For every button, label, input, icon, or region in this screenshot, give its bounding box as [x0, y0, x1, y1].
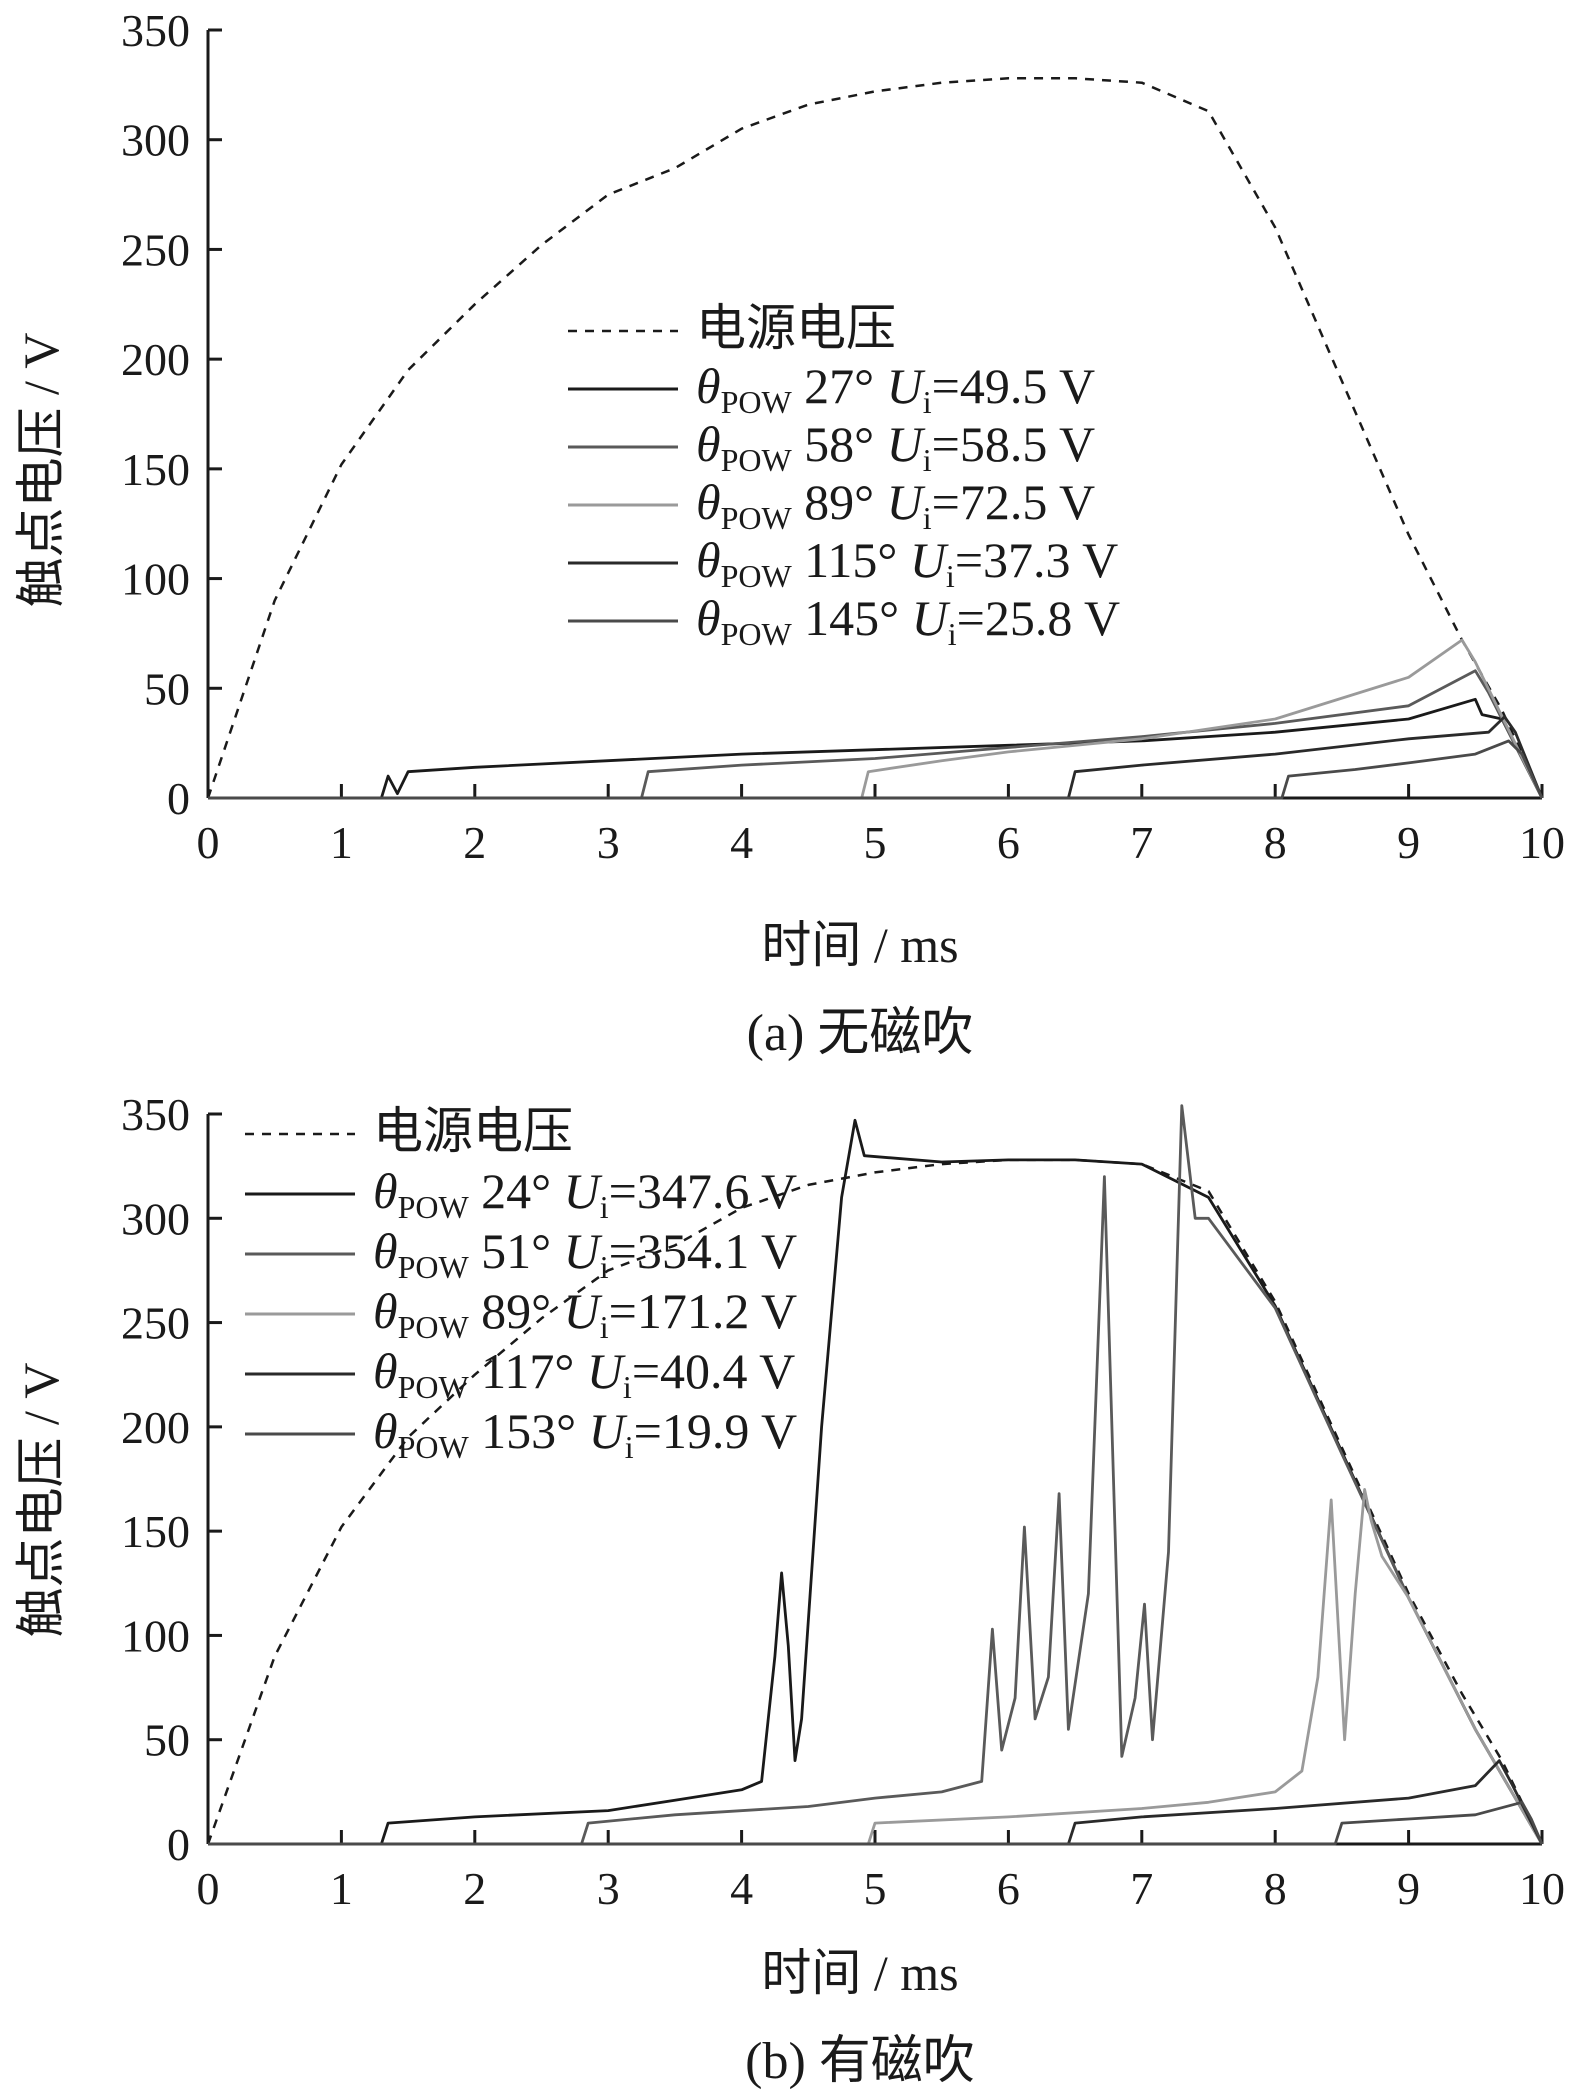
x-tick-label: 6 [997, 817, 1020, 868]
series-line-1 [208, 1118, 1544, 1846]
legend-entry: 电源电压 [373, 1103, 573, 1159]
x-tick-label: 4 [730, 817, 753, 868]
series-line-1 [208, 697, 1544, 800]
legend-entry: θPOW 24° Ui=347.6 V [373, 1163, 797, 1225]
series-line-2 [208, 669, 1544, 800]
y-tick-label: 350 [121, 5, 190, 56]
x-tick-label: 2 [463, 1863, 486, 1914]
x-axis-label-a: 时间 / ms [761, 917, 958, 973]
legend-entry: θPOW 117° Ui=40.4 V [373, 1343, 795, 1405]
y-tick-label: 150 [121, 444, 190, 495]
x-axis-label-b: 时间 / ms [761, 1945, 958, 2001]
legend-entry: θPOW 153° Ui=19.9 V [373, 1403, 797, 1465]
y-tick-label: 0 [167, 773, 190, 824]
series-line-3 [208, 638, 1544, 800]
legend-entry: θPOW 27° Ui=49.5 V [696, 358, 1095, 420]
y-tick-label: 250 [121, 224, 190, 275]
x-tick-label: 8 [1264, 1863, 1287, 1914]
x-tick-label: 0 [197, 817, 220, 868]
x-tick-label: 8 [1264, 817, 1287, 868]
y-tick-label: 300 [121, 1193, 190, 1244]
y-tick-label: 250 [121, 1298, 190, 1349]
series-line-0 [206, 77, 1544, 799]
y-tick-label: 50 [144, 663, 190, 714]
x-tick-label: 9 [1397, 1863, 1420, 1914]
legend-entry: θPOW 115° Ui=37.3 V [696, 532, 1118, 594]
x-tick-label: 9 [1397, 817, 1420, 868]
y-tick-label: 200 [121, 1402, 190, 1453]
x-tick-label: 0 [197, 1863, 220, 1914]
y-tick-label: 100 [121, 554, 190, 605]
y-tick-label: 100 [121, 1610, 190, 1661]
legend-entry: θPOW 58° Ui=58.5 V [696, 416, 1095, 478]
series-line-5 [208, 739, 1544, 800]
series-line-5 [208, 1800, 1544, 1846]
series-line-2 [208, 1104, 1544, 1846]
legend-entry: θPOW 145° Ui=25.8 V [696, 590, 1120, 652]
legend-entry: θPOW 89° Ui=72.5 V [696, 474, 1095, 536]
legend-entry: θPOW 51° Ui=354.1 V [373, 1223, 797, 1285]
x-tick-label: 2 [463, 817, 486, 868]
y-axis-label-b: 触点电压 / V [13, 1363, 69, 1638]
x-tick-label: 3 [597, 817, 620, 868]
y-tick-label: 50 [144, 1715, 190, 1766]
legend-entry: 电源电压 [696, 300, 896, 356]
y-tick-label: 200 [121, 334, 190, 385]
x-tick-label: 7 [1130, 1863, 1153, 1914]
x-tick-label: 10 [1519, 817, 1565, 868]
y-tick-label: 300 [121, 115, 190, 166]
x-tick-label: 1 [330, 817, 353, 868]
y-tick-label: 350 [121, 1089, 190, 1140]
x-tick-label: 6 [997, 1863, 1020, 1914]
x-tick-label: 5 [864, 817, 887, 868]
x-tick-label: 10 [1519, 1863, 1565, 1914]
x-tick-label: 1 [330, 1863, 353, 1914]
series-line-0 [206, 1158, 1544, 1845]
caption-b: (b) 有磁吹 [745, 2033, 975, 2090]
x-tick-label: 7 [1130, 817, 1153, 868]
series-line-4 [208, 1759, 1544, 1846]
legend-entry: θPOW 89° Ui=171.2 V [373, 1283, 797, 1345]
caption-a: (a) 无磁吹 [747, 1005, 974, 1062]
y-axis-label-a: 触点电压 / V [13, 333, 69, 608]
y-tick-label: 0 [167, 1819, 190, 1870]
series-line-4 [208, 715, 1544, 800]
y-tick-label: 150 [121, 1506, 190, 1557]
x-tick-label: 3 [597, 1863, 620, 1914]
x-tick-label: 5 [864, 1863, 887, 1914]
series-line-3 [208, 1488, 1544, 1846]
x-tick-label: 4 [730, 1863, 753, 1914]
